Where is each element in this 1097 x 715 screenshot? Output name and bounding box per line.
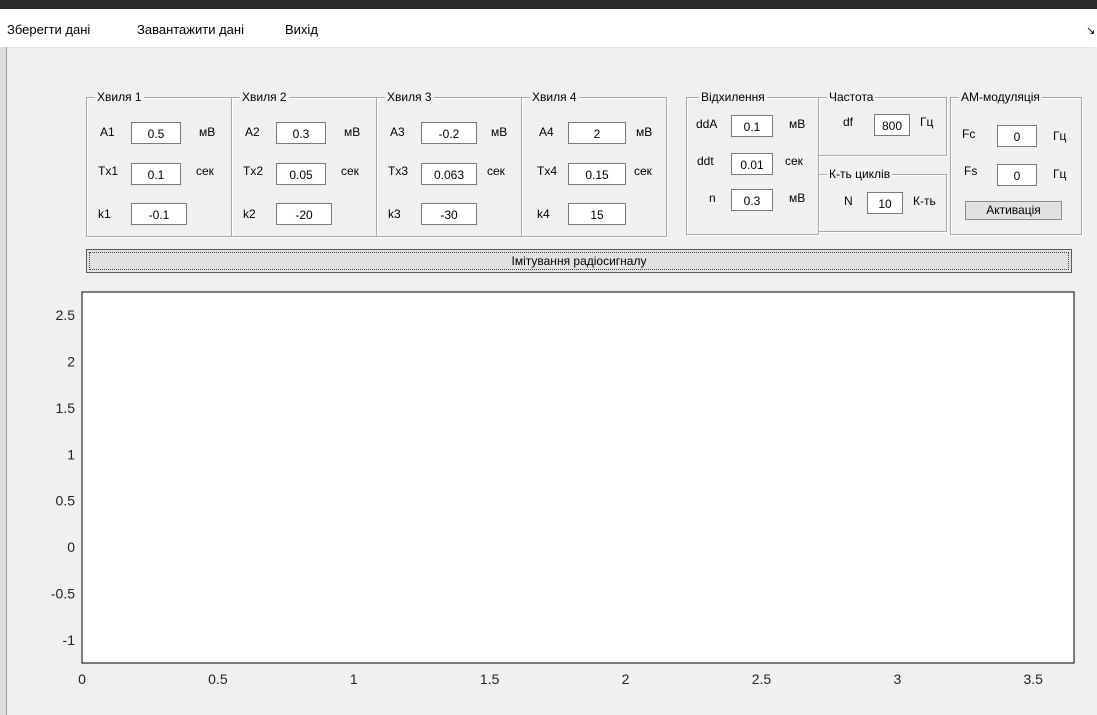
fs-unit: Гц xyxy=(1053,167,1067,181)
wave4-t-unit: сек xyxy=(634,164,652,178)
x-tick-label: 2 xyxy=(622,671,630,687)
am-title: АМ-модуляція xyxy=(959,90,1042,104)
wave4-t-label: Tx4 xyxy=(537,164,558,178)
wave2-k-label: k2 xyxy=(243,207,256,221)
wave3-t-unit: сек xyxy=(487,164,505,178)
menu-save[interactable]: Зберегти дані xyxy=(7,22,91,37)
wave1-k-input[interactable]: -0.1 xyxy=(131,203,187,225)
cycles-n-input[interactable]: 10 xyxy=(867,192,903,214)
df-input[interactable]: 800 xyxy=(874,114,910,136)
ddt-label: ddt xyxy=(697,154,714,168)
n-input[interactable]: 0.3 xyxy=(731,189,773,211)
wave2-t-label: Tx2 xyxy=(243,164,264,178)
wave3-k-label: k3 xyxy=(388,207,401,221)
simulate-signal-button[interactable]: Імітування радіосигналу xyxy=(86,249,1072,273)
right-frame-edge xyxy=(1092,47,1097,715)
y-tick-label: 1.5 xyxy=(56,400,76,416)
wave2-a-unit: мВ xyxy=(344,125,361,139)
dda-unit: мВ xyxy=(789,117,806,131)
x-tick-label: 1.5 xyxy=(480,671,500,687)
wave3-group: Хвиля 3 A3 -0.2 мВ Tx3 0.063 сек k3 -30 xyxy=(376,90,522,237)
y-tick-label: -1 xyxy=(63,632,76,648)
wave2-k-input[interactable]: -20 xyxy=(276,203,332,225)
wave1-t-input[interactable]: 0.1 xyxy=(131,163,181,185)
wave2-a-input[interactable]: 0.3 xyxy=(276,122,326,144)
wave1-a-unit: мВ xyxy=(199,125,216,139)
minimize-icon[interactable]: ↘ xyxy=(1086,25,1096,37)
wave3-a-label: A3 xyxy=(390,125,405,139)
plot-frame xyxy=(81,291,1075,664)
deviation-title: Відхилення xyxy=(699,90,767,104)
wave1-t-unit: сек xyxy=(196,164,214,178)
n-unit: мВ xyxy=(789,191,806,205)
wave2-title: Хвиля 2 xyxy=(240,90,289,104)
x-tick-label: 0.5 xyxy=(208,671,228,687)
dda-label: ddA xyxy=(696,117,718,131)
x-tick-label: 0 xyxy=(78,671,86,687)
wave3-k-input[interactable]: -30 xyxy=(421,203,477,225)
n-label: n xyxy=(709,191,716,205)
wave4-a-label: A4 xyxy=(539,125,554,139)
wave4-group: Хвиля 4 A4 2 мВ Tx4 0.15 сек k4 15 xyxy=(521,90,667,237)
fc-unit: Гц xyxy=(1053,129,1067,143)
fs-input[interactable]: 0 xyxy=(997,164,1037,186)
df-unit: Гц xyxy=(920,115,934,129)
ddt-unit: сек xyxy=(785,154,803,168)
menu-exit[interactable]: Вихід xyxy=(285,22,318,37)
wave4-k-input[interactable]: 15 xyxy=(568,203,626,225)
x-tick-label: 1 xyxy=(350,671,358,687)
df-label: df xyxy=(843,115,854,129)
wave2-group: Хвиля 2 A2 0.3 мВ Tx2 0.05 сек k2 -20 xyxy=(231,90,377,237)
wave1-a-label: A1 xyxy=(100,125,115,139)
wave3-t-input[interactable]: 0.063 xyxy=(421,163,477,185)
cycles-group: К-ть циклів N 10 К-ть xyxy=(818,167,947,232)
cycles-n-label: N xyxy=(844,194,853,208)
wave3-title: Хвиля 3 xyxy=(385,90,434,104)
menu-load[interactable]: Завантажити дані xyxy=(137,22,244,37)
window-top-border xyxy=(0,0,1097,9)
left-frame-edge xyxy=(0,47,7,715)
x-tick-label: 3 xyxy=(893,671,901,687)
cycles-title: К-ть циклів xyxy=(827,167,893,181)
wave1-group: Хвиля 1 A1 0.5 мВ Tx1 0.1 сек k1 -0.1 xyxy=(86,90,232,237)
wave4-k-label: k4 xyxy=(537,207,550,221)
am-group: АМ-модуляція Fc 0 Гц Fs 0 Гц xyxy=(950,90,1082,235)
fs-label: Fs xyxy=(964,164,978,178)
wave1-k-label: k1 xyxy=(98,207,111,221)
y-tick-label: 2.5 xyxy=(56,307,76,323)
y-tick-label: 0 xyxy=(67,539,75,555)
menu-bar: Зберегти дані Завантажити дані Вихід ↘ xyxy=(0,9,1097,48)
wave1-a-input[interactable]: 0.5 xyxy=(131,122,181,144)
fc-label: Fc xyxy=(962,127,976,141)
ddt-input[interactable]: 0.01 xyxy=(731,153,773,175)
wave4-a-input[interactable]: 2 xyxy=(568,122,626,144)
activate-button[interactable]: Активація xyxy=(965,201,1062,220)
wave3-a-input[interactable]: -0.2 xyxy=(421,122,477,144)
dda-input[interactable]: 0.1 xyxy=(731,115,773,137)
wave1-t-label: Tx1 xyxy=(98,164,119,178)
y-tick-label: 2 xyxy=(67,354,75,370)
signal-plot: 0 0.5 1 1.5 2 2.5 3 3.5 -1 -0.5 0 0.5 1 1.5 2 2.5 xyxy=(51,291,1075,687)
cycles-n-unit: К-ть xyxy=(913,194,936,208)
wave2-t-unit: сек xyxy=(341,164,359,178)
y-tick-label: -0.5 xyxy=(51,585,75,601)
wave2-t-input[interactable]: 0.05 xyxy=(276,163,326,185)
x-tick-label: 2.5 xyxy=(752,671,772,687)
frequency-group: Частота df 800 Гц xyxy=(818,90,947,156)
wave2-a-label: A2 xyxy=(245,125,260,139)
wave3-t-label: Tx3 xyxy=(388,164,409,178)
y-tick-label: 1 xyxy=(67,446,75,462)
deviation-group: Відхилення ddA 0.1 мВ ddt 0.01 сек n 0.3… xyxy=(686,90,819,235)
y-tick-label: 0.5 xyxy=(56,493,76,509)
wave4-a-unit: мВ xyxy=(636,125,653,139)
wave4-title: Хвиля 4 xyxy=(530,90,579,104)
wave4-t-input[interactable]: 0.15 xyxy=(568,163,626,185)
fc-input[interactable]: 0 xyxy=(997,125,1037,147)
tick-layer: 0 0.5 1 1.5 2 2.5 3 3.5 -1 -0.5 0 0.5 1 1.5 2 2.5 xyxy=(51,307,1043,687)
wave1-title: Хвиля 1 xyxy=(95,90,144,104)
frequency-title: Частота xyxy=(827,90,876,104)
wave3-a-unit: мВ xyxy=(491,125,508,139)
x-tick-label: 3.5 xyxy=(1023,671,1043,687)
